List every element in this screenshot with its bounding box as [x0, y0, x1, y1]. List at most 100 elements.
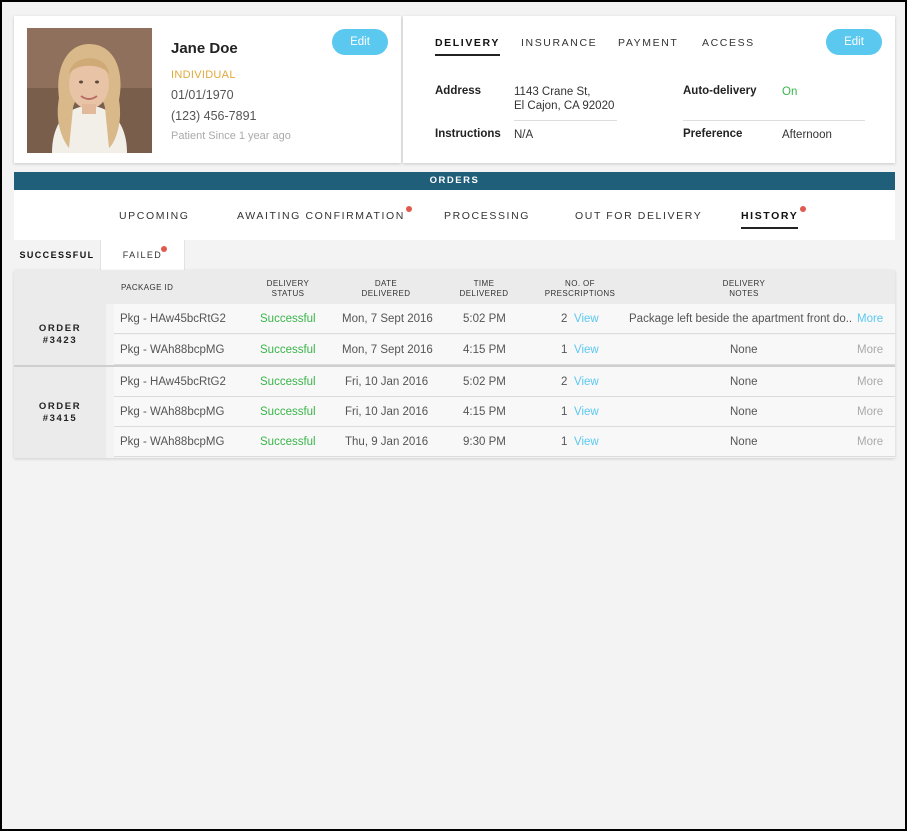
order-group-label: ORDER #3415 — [14, 367, 106, 458]
view-prescriptions-link[interactable]: View — [574, 344, 599, 356]
time-delivered: 4:15 PM — [463, 406, 506, 418]
history-subtabs: SUCCESSFUL FAILED — [14, 240, 895, 270]
notification-dot — [405, 206, 412, 212]
col-package-id: PACKAGE ID — [121, 283, 174, 292]
package-id: Pkg - WAh88bcpMG — [120, 436, 225, 448]
patient-profile-card: Jane Doe INDIVIDUAL 01/01/1970 (123) 456… — [14, 16, 401, 163]
more-link[interactable]: More — [857, 344, 884, 356]
col-delivery-status-line1: DELIVERY — [266, 279, 310, 288]
view-prescriptions-link[interactable]: View — [574, 406, 599, 418]
order-number: #3423 — [42, 335, 78, 346]
subtab-successful[interactable]: SUCCESSFUL — [14, 240, 100, 270]
prescription-count: 1 — [561, 406, 568, 418]
delivery-status: Successful — [260, 344, 316, 356]
address-label: Address — [435, 85, 482, 97]
delivery-notes: Package left beside the apartment front … — [629, 313, 853, 325]
autodelivery-value: On — [782, 86, 798, 98]
delivery-notes: None — [730, 344, 758, 356]
edit-delivery-button[interactable]: Edit — [826, 29, 882, 55]
tab-delivery-label: DELIVERY — [435, 37, 500, 49]
tab-awaiting-label: AWAITING CONFIRMATION — [237, 210, 405, 222]
date-delivered: Fri, 10 Jan 2016 — [345, 406, 429, 418]
package-id: Pkg - HAw45bcRtG2 — [120, 376, 226, 388]
view-prescriptions-link[interactable]: View — [574, 376, 599, 388]
patient-phone: (123) 456-7891 — [171, 109, 257, 123]
delivery-status: Successful — [260, 436, 316, 448]
subtab-failed-label: FAILED — [122, 250, 163, 260]
active-tab-underline — [435, 54, 500, 56]
table-row: Pkg - WAh88bcpMG Successful Mon, 7 Sept … — [114, 335, 895, 365]
tab-access[interactable]: ACCESS — [702, 37, 755, 49]
active-tab-underline — [741, 227, 799, 229]
tab-awaiting-confirmation[interactable]: AWAITING CONFIRMATION — [237, 206, 412, 222]
more-link[interactable]: More — [857, 313, 884, 325]
tab-upcoming[interactable]: UPCOMING — [119, 210, 190, 222]
view-prescriptions-link[interactable]: View — [574, 313, 599, 325]
time-delivered: 9:30 PM — [463, 436, 506, 448]
col-delivery-status: DELIVERY STATUS — [248, 279, 328, 299]
subtab-failed[interactable]: FAILED — [100, 240, 185, 270]
date-delivered: Thu, 9 Jan 2016 — [345, 436, 429, 448]
orders-tabs: UPCOMING AWAITING CONFIRMATION PROCESSIN… — [14, 190, 895, 240]
address-line-1: 1143 Crane St, — [514, 86, 591, 98]
view-prescriptions-link[interactable]: View — [574, 436, 599, 448]
more-link[interactable]: More — [857, 436, 884, 448]
more-link[interactable]: More — [857, 376, 884, 388]
instructions-label: Instructions — [435, 128, 501, 140]
package-id: Pkg - WAh88bcpMG — [120, 344, 225, 356]
tab-history[interactable]: HISTORY — [741, 206, 807, 229]
patient-since: Patient Since 1 year ago — [171, 130, 291, 142]
prescription-count: 2 — [561, 376, 568, 388]
edit-profile-button[interactable]: Edit — [332, 29, 388, 55]
tab-delivery[interactable]: DELIVERY — [435, 37, 500, 56]
col-rx-line2: PRESCRIPTIONS — [544, 289, 616, 298]
col-date-delivered: DATE DELIVERED — [346, 279, 426, 299]
patient-type: INDIVIDUAL — [171, 69, 236, 81]
delivery-notes: None — [730, 436, 758, 448]
time-delivered: 5:02 PM — [463, 376, 506, 388]
col-date-line1: DATE — [374, 279, 398, 288]
col-notes-line1: DELIVERY — [722, 279, 766, 288]
order-group-label: ORDER #3423 — [14, 304, 106, 366]
tab-processing[interactable]: PROCESSING — [444, 210, 531, 222]
time-delivered: 4:15 PM — [463, 344, 506, 356]
date-delivered: Mon, 7 Sept 2016 — [342, 344, 433, 356]
delivery-status: Successful — [260, 313, 316, 325]
tab-out-for-delivery[interactable]: OUT FOR DELIVERY — [575, 210, 703, 222]
delivery-info-card: DELIVERY INSURANCE PAYMENT ACCESS Edit A… — [403, 16, 895, 163]
col-time-line2: DELIVERED — [459, 289, 509, 298]
instructions-value: N/A — [514, 129, 534, 141]
preference-label: Preference — [683, 128, 743, 140]
tab-history-label: HISTORY — [741, 210, 799, 222]
tab-insurance[interactable]: INSURANCE — [521, 37, 598, 49]
col-date-line2: DELIVERED — [361, 289, 411, 298]
table-row: Pkg - WAh88bcpMG Successful Thu, 9 Jan 2… — [114, 427, 895, 457]
package-id: Pkg - HAw45bcRtG2 — [120, 313, 226, 325]
group-divider — [14, 365, 895, 367]
notification-dot — [161, 246, 167, 252]
tab-payment[interactable]: PAYMENT — [618, 37, 679, 49]
order-label-text: ORDER — [38, 401, 82, 412]
prescription-count: 1 — [561, 344, 568, 356]
table-row: Pkg - HAw45bcRtG2 Successful Mon, 7 Sept… — [114, 304, 895, 334]
more-link[interactable]: More — [857, 406, 884, 418]
prescription-count: 1 — [561, 436, 568, 448]
patient-dob: 01/01/1970 — [171, 88, 234, 102]
delivery-notes: None — [730, 376, 758, 388]
table-header: PACKAGE ID DELIVERY STATUS DATE DELIVERE… — [14, 270, 895, 304]
time-delivered: 5:02 PM — [463, 313, 506, 325]
patient-name: Jane Doe — [171, 40, 238, 57]
table-row: Pkg - HAw45bcRtG2 Successful Fri, 10 Jan… — [114, 367, 895, 397]
patient-photo — [27, 28, 152, 153]
delivery-status: Successful — [260, 406, 316, 418]
order-number: #3415 — [42, 413, 78, 424]
orders-header: ORDERS — [14, 172, 895, 190]
notification-dot — [800, 206, 807, 212]
prescription-count: 2 — [561, 313, 568, 325]
col-prescriptions: NO. OF PRESCRIPTIONS — [540, 279, 620, 299]
col-time-line1: TIME — [473, 279, 495, 288]
address-divider — [514, 120, 617, 121]
orders-history-table: PACKAGE ID DELIVERY STATUS DATE DELIVERE… — [14, 270, 895, 458]
table-row: Pkg - WAh88bcpMG Successful Fri, 10 Jan … — [114, 397, 895, 427]
